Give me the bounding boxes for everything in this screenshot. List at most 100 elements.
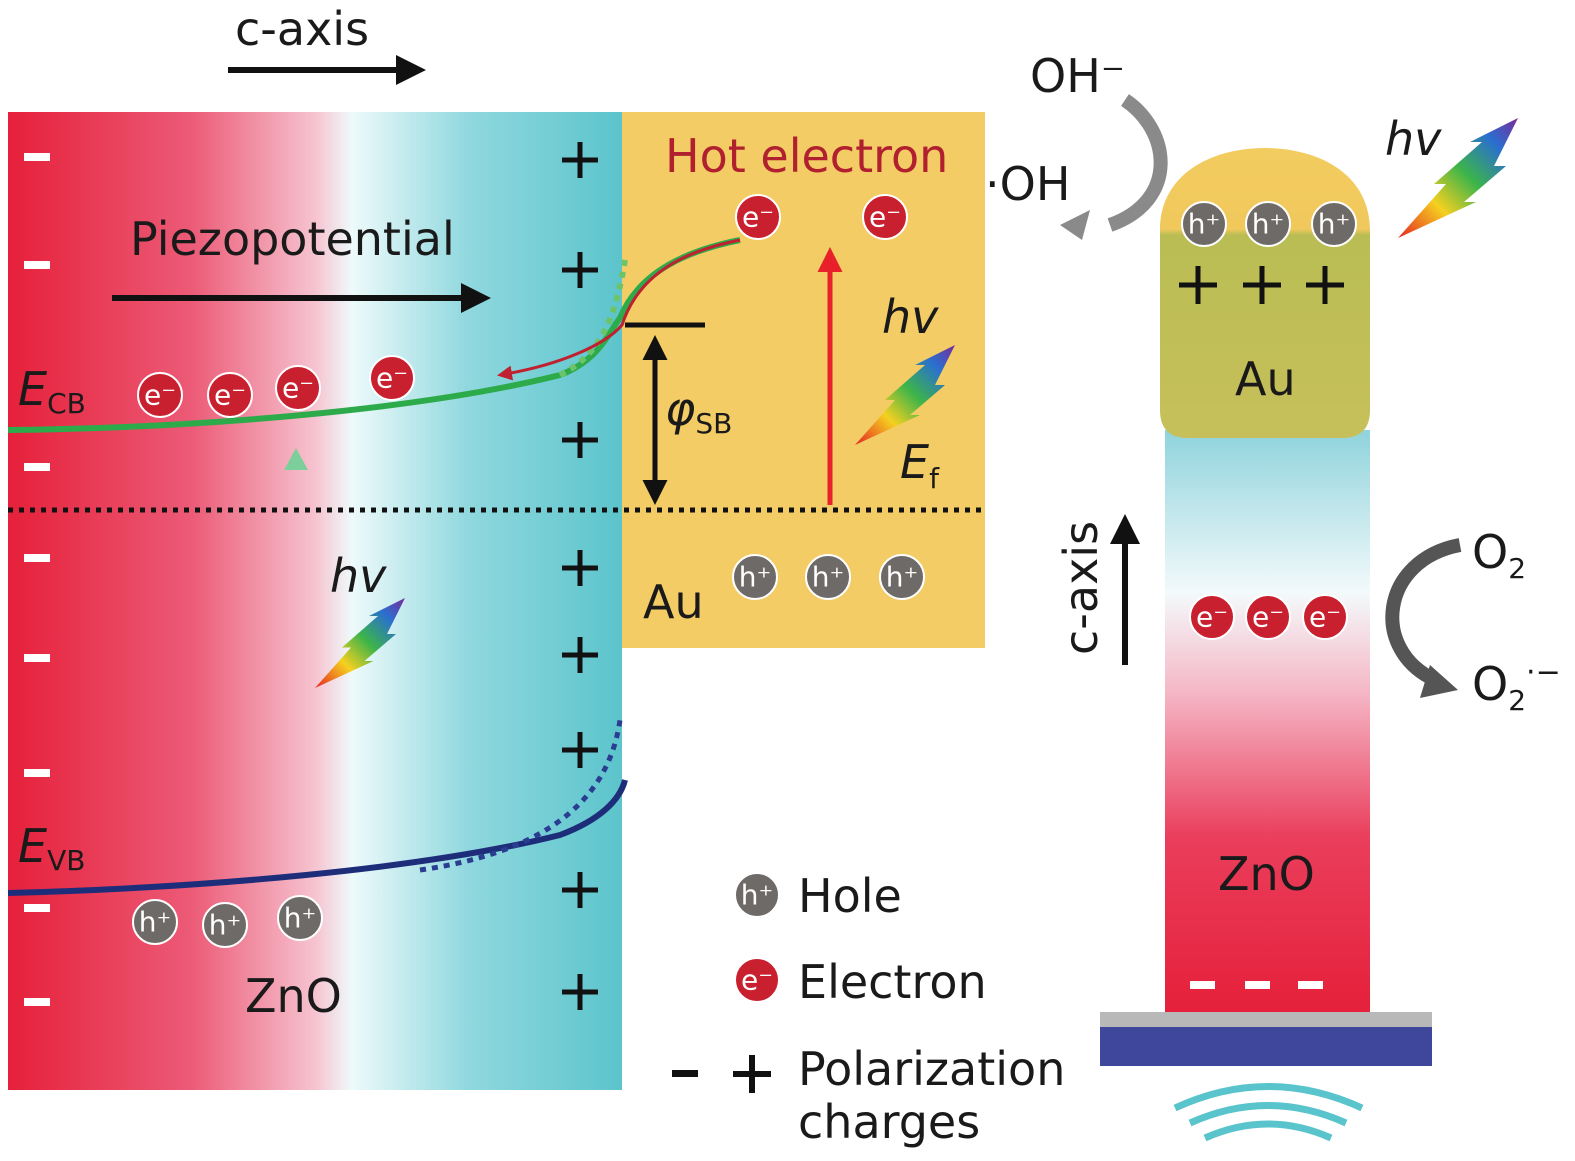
semiconductor-label: ZnO bbox=[1218, 847, 1315, 901]
substrate bbox=[1100, 1012, 1432, 1027]
electron bbox=[1302, 594, 1348, 640]
electron bbox=[369, 355, 415, 401]
hole-label: h⁺ bbox=[1252, 208, 1285, 241]
plus-charge bbox=[562, 732, 598, 768]
minus-charge bbox=[1245, 981, 1270, 989]
plus-charge bbox=[562, 637, 598, 673]
symbol: E bbox=[900, 435, 929, 489]
subscript: SB bbox=[695, 407, 732, 440]
evb-label: EVB bbox=[18, 819, 85, 877]
minus-charge bbox=[1190, 981, 1215, 989]
minus-charge bbox=[24, 554, 50, 562]
symbol: E bbox=[18, 819, 47, 873]
hole bbox=[805, 554, 851, 600]
minus-charge bbox=[24, 463, 50, 471]
hole bbox=[734, 872, 780, 918]
arrow-head bbox=[1420, 665, 1458, 698]
minus-charge bbox=[24, 654, 50, 662]
symbol: E bbox=[18, 362, 47, 416]
legend-electron: Electron bbox=[798, 955, 987, 1009]
reaction-arrow bbox=[1107, 94, 1168, 232]
hole-label: h⁺ bbox=[739, 561, 772, 594]
hole-label: h⁺ bbox=[139, 906, 172, 939]
semiconductor-label: ZnO bbox=[245, 969, 342, 1023]
hot-electron-path bbox=[497, 238, 741, 381]
plus-charge bbox=[562, 974, 598, 1010]
legend-plus bbox=[733, 1055, 771, 1093]
plus-charge bbox=[1179, 266, 1217, 304]
photon-label: hv bbox=[882, 290, 939, 344]
ecb-label: ECB bbox=[18, 362, 86, 420]
hole bbox=[732, 554, 778, 600]
hole-label: h⁺ bbox=[1188, 208, 1221, 241]
hole-label: h⁺ bbox=[886, 561, 919, 594]
valence-band bbox=[7, 779, 628, 896]
conduction-band-dotted bbox=[558, 259, 628, 378]
symbol: O bbox=[1472, 657, 1508, 711]
hole-label: h⁺ bbox=[812, 561, 845, 594]
arrow-head bbox=[284, 448, 308, 470]
electron-label: e⁻ bbox=[1252, 601, 1284, 634]
hole bbox=[1311, 201, 1357, 247]
legend-hole: Hole bbox=[798, 869, 902, 923]
subscript: f bbox=[929, 462, 940, 495]
electron bbox=[137, 372, 183, 418]
metal-label: Au bbox=[643, 575, 704, 629]
electron bbox=[1189, 594, 1235, 640]
metal-label: Au bbox=[1235, 352, 1296, 406]
symbol: φ bbox=[665, 382, 695, 436]
electron-label: e⁻ bbox=[214, 379, 246, 412]
minus-charge bbox=[1298, 981, 1323, 989]
o2-label: O2 bbox=[1472, 525, 1526, 585]
minus-charge bbox=[24, 998, 50, 1006]
fermi-label: Ef bbox=[900, 435, 940, 495]
polarization-marks bbox=[24, 142, 598, 1010]
subscript: 2 bbox=[1508, 684, 1526, 717]
reaction-arrow bbox=[1385, 538, 1462, 687]
hole bbox=[132, 899, 178, 945]
c-axis-label: c-axis bbox=[1054, 521, 1108, 655]
plus-charge bbox=[562, 550, 598, 586]
hole-label: h⁺ bbox=[741, 879, 774, 912]
plus-charge bbox=[562, 872, 598, 908]
hole bbox=[277, 895, 323, 941]
subscript: 2 bbox=[1508, 552, 1526, 585]
substrate bbox=[1100, 1027, 1432, 1066]
zno-nanorod bbox=[1165, 430, 1370, 1012]
plus-charge bbox=[562, 142, 598, 178]
hole bbox=[1181, 201, 1227, 247]
hole-label: h⁺ bbox=[209, 909, 242, 942]
minus-charge bbox=[24, 261, 50, 269]
electron bbox=[862, 194, 908, 240]
electron-label: e⁻ bbox=[282, 372, 314, 405]
electron bbox=[207, 372, 253, 418]
hole-label: h⁺ bbox=[284, 902, 317, 935]
minus-charge bbox=[24, 769, 50, 777]
hole bbox=[202, 902, 248, 948]
oh-radical: ·OH bbox=[985, 157, 1070, 211]
electron bbox=[275, 365, 321, 411]
hole bbox=[879, 554, 925, 600]
legend-polarization: charges bbox=[798, 1095, 980, 1149]
minus-charge bbox=[24, 153, 50, 161]
electron bbox=[735, 194, 781, 240]
legend-minus bbox=[672, 1070, 698, 1077]
electron-label: e⁻ bbox=[144, 379, 176, 412]
electron-label: e⁻ bbox=[376, 362, 408, 395]
electron-label: e⁻ bbox=[741, 964, 773, 997]
photon-label: hv bbox=[330, 549, 387, 603]
electron bbox=[1245, 594, 1291, 640]
electron-label: e⁻ bbox=[1309, 601, 1341, 634]
valence-band-dotted bbox=[419, 719, 623, 873]
superscript: ·− bbox=[1526, 655, 1561, 690]
barrier-label: φSB bbox=[665, 382, 732, 440]
piezo-label: Piezopotential bbox=[130, 212, 455, 266]
plus-charge bbox=[562, 422, 598, 458]
photon-bolt bbox=[315, 598, 405, 688]
electron-label: e⁻ bbox=[1196, 601, 1228, 634]
photon-bolt bbox=[855, 345, 955, 445]
plus-charge bbox=[1243, 266, 1281, 304]
electron bbox=[734, 957, 780, 1003]
electron-label: e⁻ bbox=[742, 201, 774, 234]
